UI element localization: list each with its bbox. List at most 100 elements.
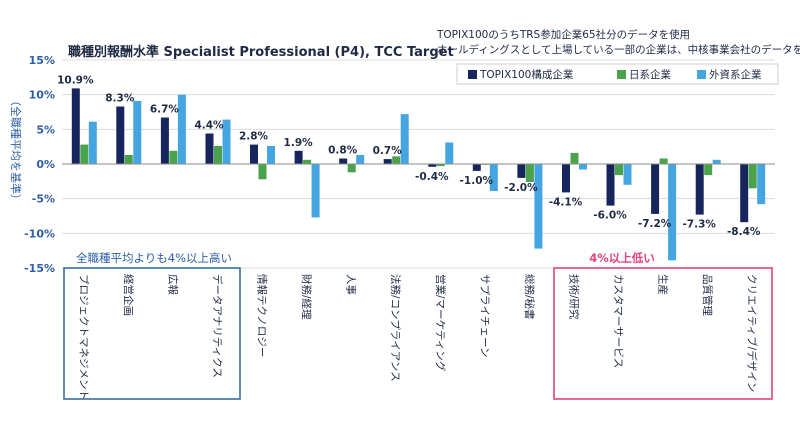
bar-foreign [445, 142, 454, 164]
bar-japanese [347, 164, 356, 173]
bar-foreign [177, 94, 186, 164]
category-label: クリエイティブ/デザイン [746, 274, 759, 392]
category-label: 人事 [345, 274, 358, 295]
category-label: 経営企画 [122, 274, 135, 316]
low-group-label: 4%以上低い [589, 251, 655, 265]
data-label: -7.2% [638, 218, 672, 230]
bar-topix [606, 164, 615, 206]
data-label: -8.4% [727, 226, 761, 238]
category-label: 広報 [166, 274, 179, 295]
data-label: -0.4% [415, 171, 449, 183]
bar-foreign [88, 121, 97, 164]
data-labels: 10.9% 8.3% 6.7% 4.4% 2.8% 1.9% 0.8% 0.7% -0.4% -1… [57, 74, 761, 238]
bars [71, 88, 766, 261]
bar-foreign [712, 159, 721, 164]
category-label: 営業/マーケティング [434, 274, 447, 372]
bar-foreign [579, 164, 587, 170]
y-tick-label: -5% [32, 193, 55, 206]
bar-japanese [704, 164, 713, 176]
bar-topix [472, 164, 481, 171]
y-tick-label: 10% [29, 89, 55, 102]
category-label: カスタマーサービス [612, 274, 624, 368]
bar-japanese [169, 150, 178, 164]
bar-japanese [436, 164, 445, 167]
category-label: サプライチェーン [478, 274, 490, 357]
bar-japanese [392, 156, 401, 164]
y-tick-label: 15% [29, 54, 55, 67]
bar-foreign [311, 164, 320, 218]
legend-swatch-japanese [617, 70, 626, 79]
category-label: 総務/秘書 [523, 274, 536, 320]
bar-foreign [534, 164, 543, 249]
data-label: 2.8% [239, 131, 269, 143]
category-label: 生産 [657, 274, 670, 295]
bar-foreign [400, 114, 409, 164]
bar-japanese [303, 159, 312, 164]
y-tick-label: 5% [36, 123, 55, 136]
data-label: -7.3% [682, 219, 716, 231]
high-group-label: 全職種平均よりも4%以上高い [76, 251, 232, 265]
bar-foreign [222, 119, 231, 164]
legend-swatch-topix [468, 70, 477, 79]
category-label: 情報テクノロジー [256, 274, 269, 357]
bar-topix [71, 88, 80, 164]
data-label: -1.0% [460, 175, 494, 187]
bar-japanese [525, 164, 534, 182]
bar-topix [205, 133, 214, 164]
bar-topix [250, 144, 258, 164]
data-label: 0.8% [328, 145, 358, 157]
bar-topix [383, 159, 392, 164]
data-label: 0.7% [373, 145, 403, 157]
legend-label-topix: TOPIX100構成企業 [479, 68, 574, 81]
category-label: 品質管理 [701, 274, 714, 316]
data-label: -2.0% [504, 182, 538, 194]
data-label: 10.9% [57, 74, 94, 86]
legend-label-japanese: 日系企業 [629, 68, 671, 81]
bar-topix [517, 164, 526, 178]
category-label: プロジェクトマネジメント [77, 274, 89, 400]
legend: TOPIX100構成企業 日系企業 外資系企業 [456, 63, 779, 85]
bar-foreign [668, 164, 677, 261]
bar-japanese [748, 164, 757, 189]
category-labels: プロジェクトマネジメント 経営企画 広報 データアナリティクス 情報テクノロジー 財務/経… [77, 274, 758, 400]
category-label: 財務/経理 [300, 274, 313, 320]
bar-topix [695, 164, 704, 215]
bar-foreign [267, 146, 275, 164]
y-axis-ticks: 15% 10% 5% 0% -5% -10% -15% [24, 54, 55, 275]
low-group-box [553, 267, 773, 400]
bar-topix [740, 164, 749, 223]
data-label: 1.9% [284, 137, 314, 149]
legend-swatch-foreign [697, 70, 706, 79]
high-group-box [63, 267, 241, 400]
legend-label-foreign: 外資系企業 [709, 68, 762, 81]
data-label: 6.7% [150, 104, 180, 116]
data-label: 4.4% [194, 120, 224, 132]
note-line-1: TOPIX100のうちTRS参加企業65社分のデータを使用 [436, 28, 690, 41]
bar-topix [116, 106, 125, 164]
bar-foreign [489, 164, 498, 191]
bar-japanese [615, 164, 623, 176]
bar-foreign [356, 155, 365, 164]
bar-japanese [659, 158, 668, 164]
chart-title: 職種別報酬水準 Specialist Professional (P4), TC… [68, 44, 454, 60]
bar-japanese [80, 144, 89, 164]
bar-japanese [124, 155, 133, 164]
bar-topix [562, 164, 570, 193]
data-label: -6.0% [593, 210, 627, 222]
category-label: 法務/コンプライアンス [389, 274, 402, 382]
bar-topix [160, 117, 169, 164]
bar-foreign [757, 164, 766, 205]
bar-topix [339, 158, 348, 164]
bar-foreign [623, 164, 632, 185]
bar-japanese [214, 146, 222, 164]
data-label: 8.3% [105, 93, 135, 105]
y-axis-label: （全職種平均を基準） [9, 95, 23, 205]
bar-topix [428, 164, 437, 167]
bar-japanese [570, 152, 579, 164]
bar-foreign [133, 100, 142, 164]
note-line-2: ホールディングスとして上場している一部の企業は、中核事業会社のデータを使用 [437, 43, 800, 56]
y-tick-label: -15% [24, 262, 55, 275]
bar-topix [651, 164, 660, 214]
y-tick-label: 0% [36, 158, 55, 171]
